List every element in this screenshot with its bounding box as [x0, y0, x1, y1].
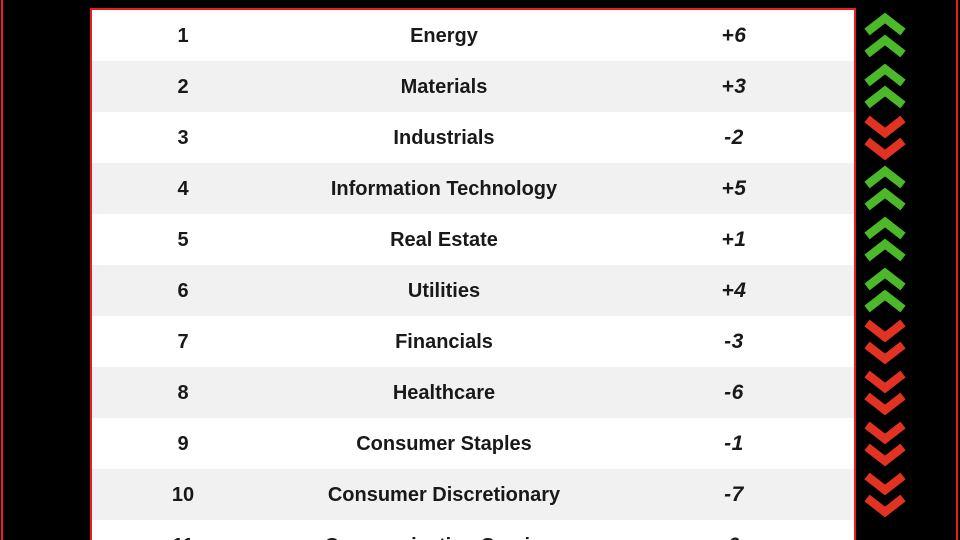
sector-name-cell: Energy — [410, 24, 478, 47]
table-row: 5 Real Estate +1 — [92, 214, 854, 265]
sector-name-cell: Information Technology — [330, 177, 558, 200]
table-body: 1 Energy +6 2 Materials +3 3 Industrials -2 4 Info… — [92, 10, 854, 540]
double-chevron-down-icon — [863, 367, 907, 418]
rank-change-cell: -6 — [724, 381, 744, 404]
rank-change-cell: +6 — [721, 24, 747, 47]
sector-name-cell: Financials — [395, 330, 493, 353]
rank-change-cell: +5 — [721, 177, 747, 200]
double-chevron-up-icon — [863, 214, 907, 265]
sector-name-cell: Industrials — [393, 126, 495, 149]
rank-cell: 6 — [177, 279, 189, 302]
table-row: 4 Information Technology +5 — [92, 163, 854, 214]
rank-change-cell: -1 — [724, 432, 744, 455]
table-row: 8 Healthcare -6 — [92, 367, 854, 418]
double-chevron-up-icon — [863, 163, 907, 214]
rank-change-cell: +4 — [721, 279, 747, 302]
sector-name-cell: Real Estate — [390, 228, 498, 251]
sector-name-cell: Materials — [400, 75, 488, 98]
table-row: 3 Industrials -2 — [92, 112, 854, 163]
table-row: 6 Utilities +4 — [92, 265, 854, 316]
rank-cell: 11 — [92, 536, 274, 540]
double-chevron-up-icon — [863, 61, 907, 112]
right-red-edge-line — [956, 0, 958, 540]
rank-change-indicator-column — [863, 10, 907, 540]
rank-cell: 9 — [177, 432, 189, 455]
sector-name-cell: Consumer Discretionary — [327, 483, 561, 506]
no-indicator — [863, 520, 907, 540]
rank-cell: 5 — [177, 228, 189, 251]
double-chevron-down-icon — [863, 316, 907, 367]
rank-change-cell: +1 — [721, 228, 747, 251]
rank-change-cell: +3 — [721, 75, 747, 98]
rank-cell: 10 — [171, 483, 195, 506]
sector-name-cell: Utilities — [407, 279, 481, 302]
double-chevron-down-icon — [863, 469, 907, 520]
rank-change-cell: -2 — [724, 126, 744, 149]
sector-name-cell: Communication Services — [274, 536, 614, 540]
sector-name-cell: Healthcare — [392, 381, 496, 404]
rank-cell: 1 — [177, 24, 189, 47]
rank-change-cell: -3 — [724, 330, 744, 353]
double-chevron-up-icon — [863, 265, 907, 316]
double-chevron-down-icon — [863, 418, 907, 469]
rank-cell: 4 — [177, 177, 189, 200]
table-row: 2 Materials +3 — [92, 61, 854, 112]
double-chevron-up-icon — [863, 10, 907, 61]
rank-change-cell: -7 — [724, 483, 744, 506]
table-row: 10 Consumer Discretionary -7 — [92, 469, 854, 520]
double-chevron-down-icon — [863, 112, 907, 163]
rank-cell: 8 — [177, 381, 189, 404]
rank-cell: 7 — [177, 330, 189, 353]
table-row: 9 Consumer Staples -1 — [92, 418, 854, 469]
sector-name-cell: Consumer Staples — [356, 432, 532, 455]
sector-ranking-table: 1 Energy +6 2 Materials +3 3 Industrials -2 4 Info… — [90, 8, 856, 540]
rank-change-cell: 0 — [614, 535, 854, 540]
table-row: 1 Energy +6 — [92, 10, 854, 61]
rank-cell: 3 — [177, 126, 189, 149]
table-row: 7 Financials -3 — [92, 316, 854, 367]
left-red-edge-line — [1, 0, 3, 540]
rank-cell: 2 — [177, 75, 189, 98]
table-row: 11Communication Services0 — [92, 520, 854, 540]
